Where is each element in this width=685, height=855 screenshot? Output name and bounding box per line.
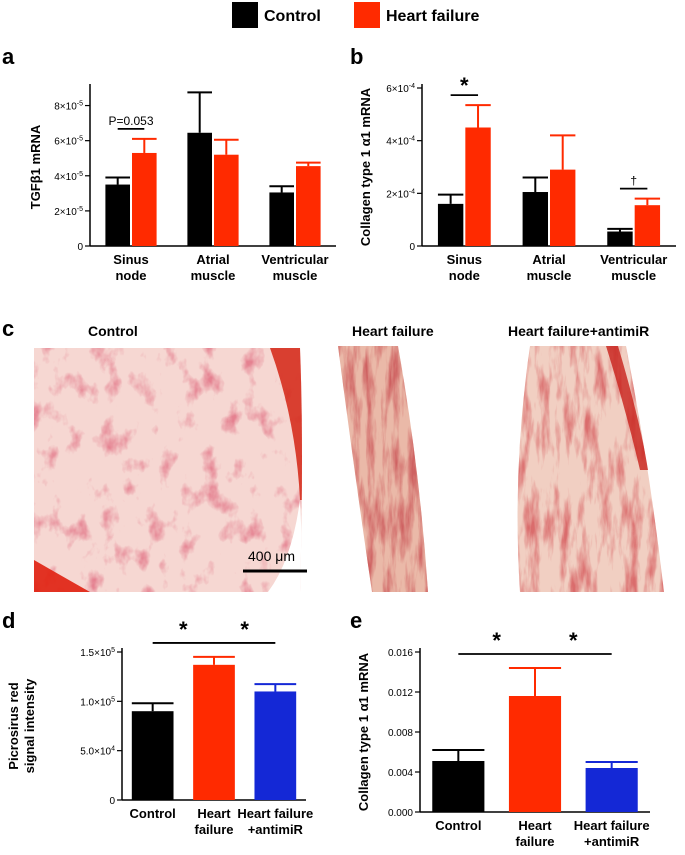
panel-letter-b: b [350,44,363,69]
x-category-label-e-1-1: failure [515,834,554,849]
micrograph-heart-failure [338,346,428,592]
y-tick-label-a-1: 2×10-5 [54,206,83,218]
x-category-label-a-1-0: Atrial [196,252,229,267]
bar-a-0-heart-failure [132,152,157,246]
chart-e: 0.000 0.004 0.008 0.012 0.016 Collagen type 1… [356,628,650,849]
significance-label-b-1: † [630,174,637,188]
x-category-label-d-1-0: Heart [197,806,231,821]
x-category-label-b-1-1: muscle [527,268,572,283]
bar-a-0-control [105,184,130,246]
y-tick-label-a-0: 0 [77,242,83,253]
legend-label-heart-failure: Heart failure [386,8,479,25]
y-tick-label-e-1: 0.004 [388,768,413,779]
chart-d: 0 5.0×104 1.0×105 1.5×105 Picrosirus red sign… [6,617,313,837]
significance-label-d-0: * [179,617,188,642]
legend-swatch-heart-failure [354,2,380,28]
x-category-label-e-2-1: +antimiR [584,834,640,849]
bar-a-1-heart-failure [214,154,239,246]
x-category-label-d-0-0: Control [130,806,176,821]
y-tick-label-e-4: 0.016 [388,648,413,659]
y-tick-label-e-0: 0.000 [388,808,413,819]
x-category-label-a-0-0: Sinus [113,252,148,267]
bar-a-2-control [269,192,294,246]
y-axis-label-a: TGFβ1 mRNA [28,124,43,209]
x-category-label-a-1-1: muscle [191,268,236,283]
bar-b-2-control [607,231,633,246]
x-category-label-b-2-1: muscle [611,268,656,283]
legend: Control Heart failure [232,2,479,28]
y-axis-label-d-1: signal intensity [22,678,37,773]
y-tick-label-d-3: 1.5×105 [80,647,115,659]
y-axis-label-d-0: Picrosirus red [6,682,21,769]
panel-letter-d: d [2,608,15,633]
x-category-label-b-0-1: node [449,268,480,283]
y-tick-label-a-2: 4×10-5 [54,171,83,183]
bar-a-1-control [187,132,212,246]
y-tick-label-e-2: 0.008 [388,728,413,739]
bar-e-2 [585,768,638,812]
legend-label-control: Control [264,8,321,25]
y-tick-label-b-2: 4×10-4 [386,136,415,148]
y-axis-label-e: Collagen type 1 α1 mRNA [356,652,371,811]
x-category-label-d-2-0: Heart failure [237,806,313,821]
x-category-label-d-1-1: failure [194,822,233,837]
micrograph-control [34,348,302,592]
chart-b: 0 2×10-4 4×10-4 6×10-4 Collagen type 1 α1 mR… [358,73,676,283]
x-category-label-e-2-0: Heart failure [574,818,650,833]
significance-label-b-0: * [460,73,469,98]
bar-b-0-control [437,203,464,246]
y-tick-label-b-3: 6×10-4 [386,83,415,95]
micrograph-antimir [517,346,664,592]
panel-letter-c: c [2,316,14,341]
significance-label-e-0: * [492,628,501,653]
y-axis-label-b: Collagen type 1 α1 mRNA [358,87,373,246]
micrograph-title-antimir: Heart failure+antimiR [508,323,649,339]
x-category-label-e-1-0: Heart [518,818,552,833]
bar-b-1-control [522,192,548,246]
y-tick-label-d-1: 5.0×104 [80,746,115,758]
significance-label-e-1: * [569,628,578,653]
bar-b-1-heart-failure [550,169,576,246]
x-category-label-b-0-0: Sinus [447,252,482,267]
bar-e-0 [432,761,485,812]
significance-label-d-1: * [240,617,249,642]
micrograph-title-control: Control [88,323,138,339]
y-tick-label-d-2: 1.0×105 [80,696,115,708]
y-tick-label-e-3: 0.012 [388,688,413,699]
x-category-label-a-0-1: node [115,268,146,283]
y-tick-label-b-0: 0 [409,242,415,253]
y-tick-label-a-3: 6×10-5 [54,136,83,148]
x-category-label-b-2-0: Ventricular [600,252,667,267]
bar-e-1 [508,696,562,812]
scale-bar-label: 400 μm [248,548,295,564]
y-tick-label-a-4: 8×10-5 [54,101,83,113]
bar-b-0-heart-failure [465,127,491,246]
y-tick-label-d-0: 0 [109,796,115,807]
chart-a: 0 2×10-5 4×10-5 6×10-5 8×10-5 TGFβ1 mRNA Sinus… [28,84,336,283]
significance-label-a-0: P=0.053 [108,114,153,128]
x-category-label-e-0-0: Control [435,818,481,833]
panel-letter-e: e [350,608,362,633]
micrograph-title-heart-failure: Heart failure [352,323,434,339]
legend-swatch-control [232,2,258,28]
x-category-label-a-2-0: Ventricular [261,252,328,267]
bar-d-0 [131,711,174,800]
panel-letter-a: a [2,44,15,69]
bar-d-2 [254,691,297,800]
x-category-label-b-1-0: Atrial [532,252,565,267]
bar-b-2-heart-failure [634,205,661,246]
y-tick-label-b-1: 2×10-4 [386,188,415,200]
x-category-label-d-2-1: +antimiR [248,822,304,837]
micrograph-panel: Control Heart failure Heart failure+anti… [34,323,664,592]
bar-a-2-heart-failure [296,166,321,246]
bar-d-1 [193,664,235,800]
x-category-label-a-2-1: muscle [273,268,318,283]
